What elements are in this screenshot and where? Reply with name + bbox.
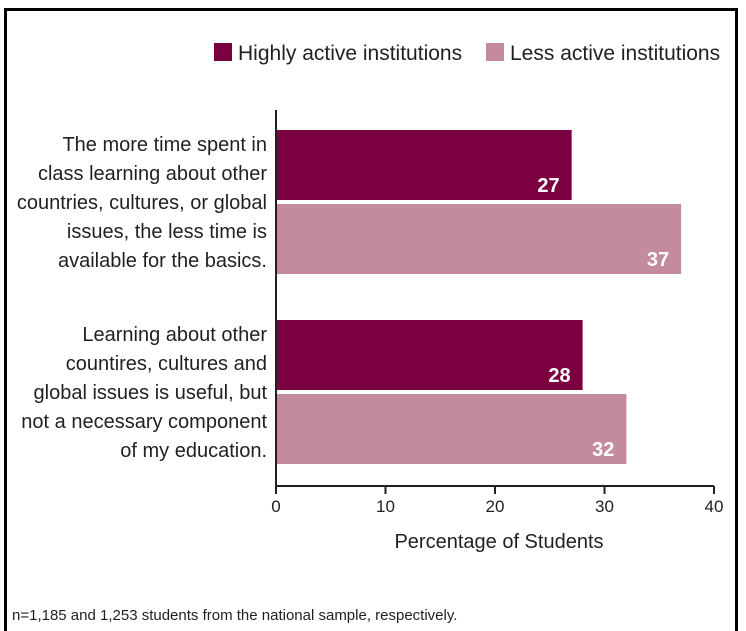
category-label-line: countries, cultures, or global xyxy=(17,192,267,214)
category-label-line: class learning about other xyxy=(38,163,267,185)
footnote: n=1,185 and 1,253 students from the nati… xyxy=(12,607,457,624)
x-tick-label-20: 20 xyxy=(486,497,505,516)
x-axis-title: Percentage of Students xyxy=(394,531,603,553)
bar-0-0 xyxy=(276,130,572,200)
chart-frame xyxy=(4,8,738,631)
category-label-line: countires, cultures and xyxy=(66,353,267,375)
axes: 0 10 20 30 40 xyxy=(271,110,723,516)
category-label-line: of my education. xyxy=(120,440,267,462)
value-label-0-1: 37 xyxy=(647,249,669,271)
x-tick-label-0: 0 xyxy=(271,497,280,516)
x-tick-label-40: 40 xyxy=(705,497,724,516)
bar-1-0 xyxy=(276,320,583,390)
bar-0-1 xyxy=(276,204,682,274)
category-label-0: The more time spent in class learning abo… xyxy=(17,134,267,272)
category-label-line: issues, the less time is xyxy=(67,221,267,243)
x-tick-label-10: 10 xyxy=(376,497,395,516)
category-label-line: global issues is useful, but xyxy=(34,382,268,404)
legend-label-1: Less active institutions xyxy=(510,42,720,65)
category-label-line: available for the basics. xyxy=(58,250,267,272)
category-label-1: Learning about other countires, cultures … xyxy=(21,324,267,462)
bars: 27 37 28 32 xyxy=(276,130,682,464)
category-label-line: Learning about other xyxy=(82,324,267,346)
legend-label-0: Highly active institutions xyxy=(238,42,462,65)
x-tick-label-30: 30 xyxy=(595,497,614,516)
value-label-1-1: 32 xyxy=(592,439,614,461)
legend: Highly active institutions Less active in… xyxy=(214,42,720,65)
category-label-line: The more time spent in xyxy=(62,134,267,156)
value-label-1-0: 28 xyxy=(548,365,570,387)
category-labels: The more time spent in class learning abo… xyxy=(17,134,268,462)
value-label-0-0: 27 xyxy=(537,175,559,197)
legend-swatch-1 xyxy=(486,43,504,61)
category-label-line: not a necessary component xyxy=(21,411,267,433)
bar-1-1 xyxy=(276,394,627,464)
legend-swatch-0 xyxy=(214,43,232,61)
